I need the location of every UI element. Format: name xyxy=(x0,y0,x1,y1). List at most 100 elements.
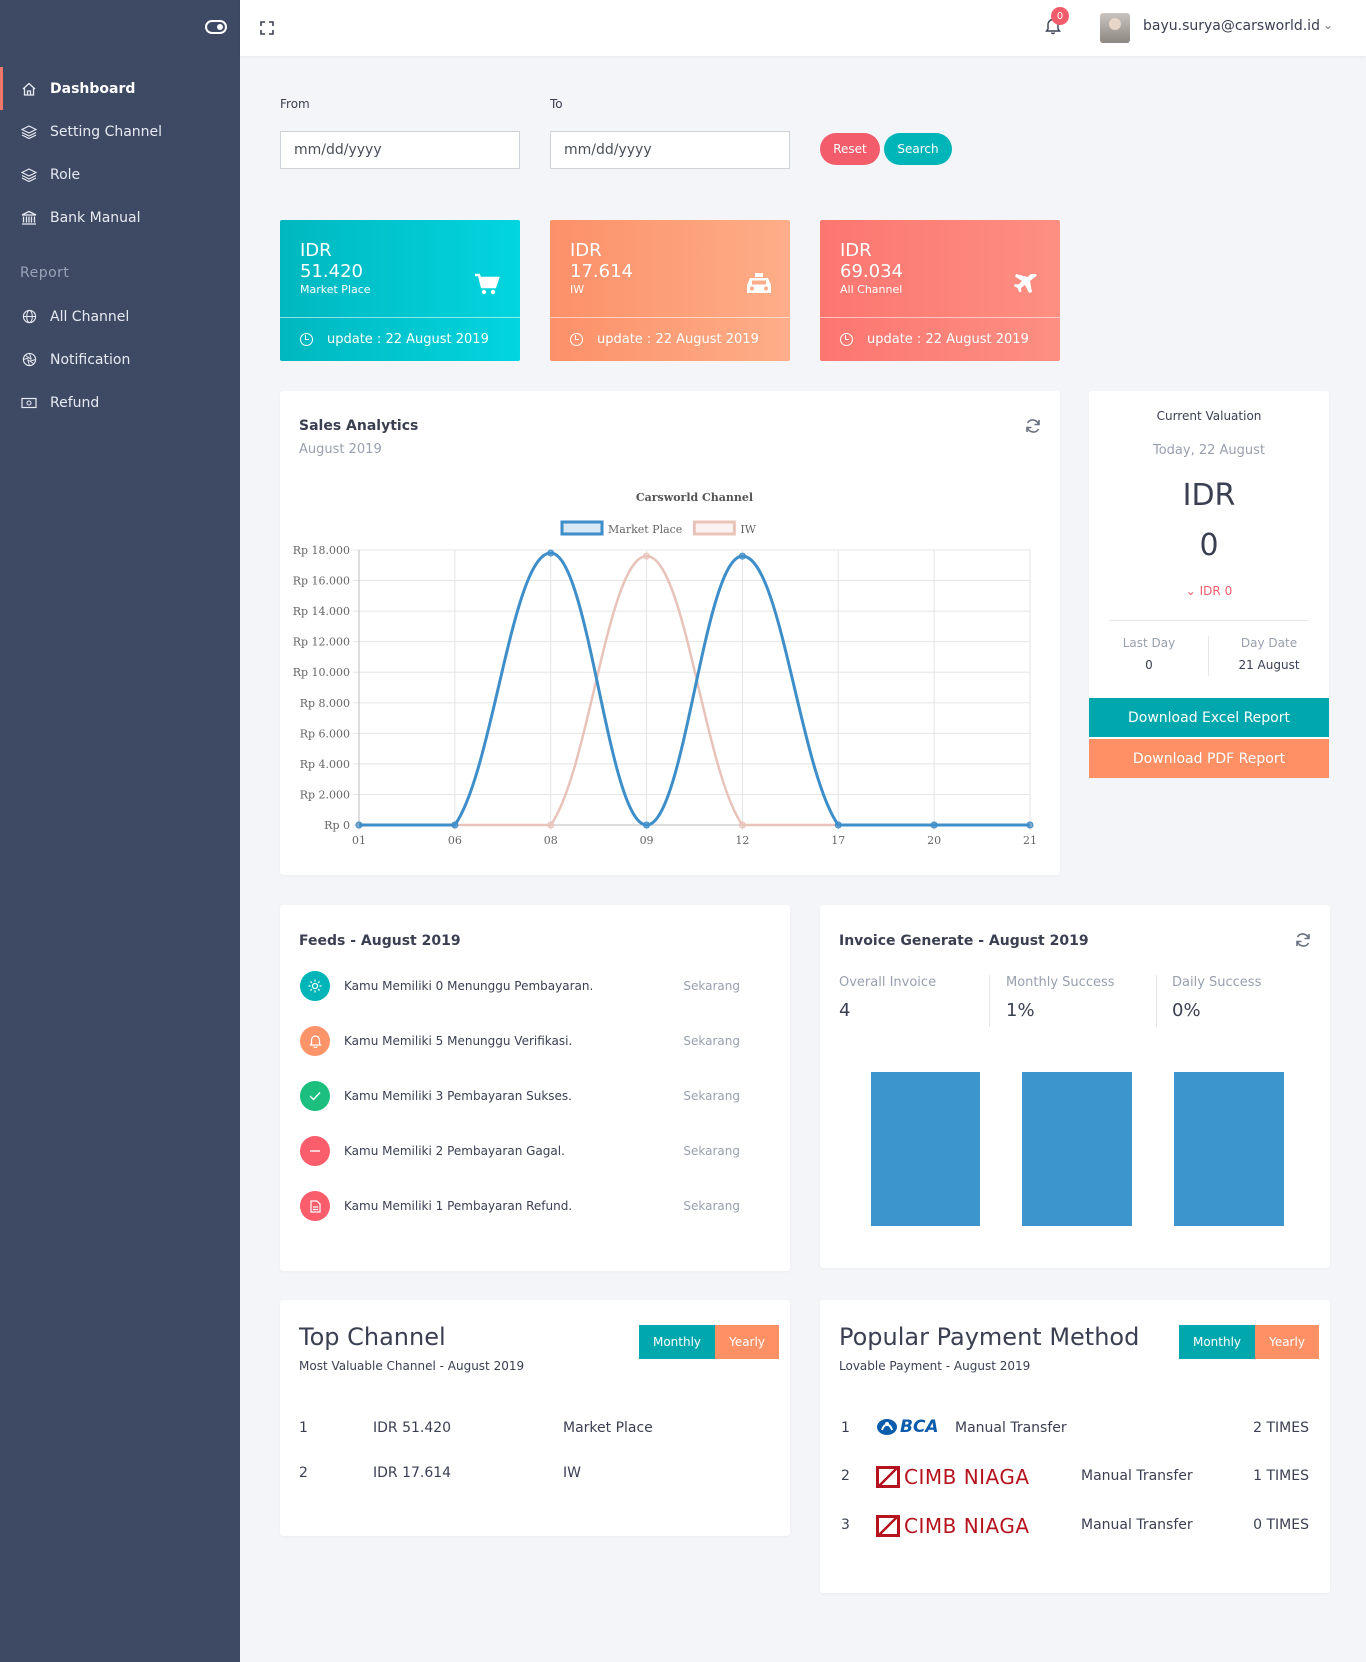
list-item[interactable]: Kamu Memiliki 0 Menunggu Pembayaran. Sek… xyxy=(300,971,740,1001)
y-tick-label: Rp 16.000 xyxy=(293,575,350,588)
bca-logo-text: BCA xyxy=(900,1417,939,1437)
valuation-date: Today, 22 August xyxy=(1152,443,1266,458)
sales-line-chart: Carsworld Channel Rp 0 Rp 2.000 Rp 4.000 Rp … xyxy=(293,491,1037,847)
feeds-title: Feeds - August 2019 xyxy=(299,933,461,949)
feed-text: Kamu Memiliki 3 Pembayaran Sukses. xyxy=(344,1089,572,1103)
sidebar-item-label: Notification xyxy=(50,351,131,368)
list-item[interactable]: Kamu Memiliki 2 Pembayaran Gagal. Sekara… xyxy=(300,1136,740,1166)
stat-footer: update : 22 August 2019 xyxy=(550,317,790,361)
notification-badge: 0 xyxy=(1051,7,1069,25)
cimb-logo-text: CIMB NIAGA xyxy=(904,1514,1030,1538)
bank-icon xyxy=(20,209,38,227)
stat-update: update : 22 August 2019 xyxy=(867,332,1029,347)
day-date-value: 21 August xyxy=(1238,658,1300,672)
table-row-count: 1 TIMES xyxy=(1253,1468,1309,1484)
stat-value: 69.034 xyxy=(840,261,903,282)
divider xyxy=(1156,975,1157,1027)
cimb-mark-icon xyxy=(876,1466,900,1488)
user-email[interactable]: bayu.surya@carsworld.id xyxy=(1143,18,1320,34)
data-point xyxy=(355,821,363,829)
refresh-icon[interactable] xyxy=(1025,418,1041,434)
stat-currency: IDR xyxy=(840,240,872,261)
avatar[interactable] xyxy=(1100,13,1130,43)
data-point xyxy=(738,552,746,560)
stat-footer: update : 22 August 2019 xyxy=(280,317,520,361)
check-icon xyxy=(300,1081,330,1111)
x-tick-label: 08 xyxy=(544,834,558,847)
x-tick-label: 20 xyxy=(927,834,941,847)
legend-label: IW xyxy=(740,523,756,536)
sidebar-item-label: Role xyxy=(50,166,81,183)
sidebar-item-refund[interactable]: Refund xyxy=(0,381,240,424)
sidebar-item-role[interactable]: Role xyxy=(0,153,240,196)
sidebar-item-label: Refund xyxy=(50,394,100,411)
bca-logo: BCA xyxy=(876,1417,939,1437)
x-tick-label: 21 xyxy=(1023,834,1037,847)
daily-success-value: 0% xyxy=(1172,1000,1201,1021)
overall-invoice-value: 4 xyxy=(839,1000,851,1021)
to-date-input[interactable]: mm/dd/yyyy xyxy=(550,131,790,169)
x-tick-label: 17 xyxy=(831,834,845,847)
cart-icon xyxy=(474,272,500,296)
data-point xyxy=(1026,821,1034,829)
download-excel-button[interactable]: Download Excel Report xyxy=(1089,698,1329,737)
valuation-card: Current Valuation Today, 22 August IDR 0… xyxy=(1089,391,1329,741)
table-row-channel: Market Place xyxy=(563,1420,653,1436)
chevron-down-icon[interactable]: ⌄ xyxy=(1323,18,1334,32)
list-item[interactable]: Kamu Memiliki 5 Menunggu Verifikasi. Sek… xyxy=(300,1026,740,1056)
feed-text: Kamu Memiliki 5 Menunggu Verifikasi. xyxy=(344,1034,573,1048)
table-row-method: Manual Transfer xyxy=(1081,1517,1193,1533)
feed-time: Sekarang xyxy=(683,1034,740,1048)
table-row-rank: 1 xyxy=(299,1420,308,1436)
monthly-success-label: Monthly Success xyxy=(1006,975,1115,990)
reset-button[interactable]: Reset xyxy=(820,133,880,165)
tab-monthly[interactable]: Monthly xyxy=(639,1325,715,1359)
sidebar-item-label: Dashboard xyxy=(50,80,136,97)
table-row-count: 0 TIMES xyxy=(1253,1517,1309,1533)
chevrons-down-icon: ⌄ xyxy=(1185,584,1200,598)
y-tick-label: Rp 0 xyxy=(324,819,350,832)
sidebar-item-bank-manual[interactable]: Bank Manual xyxy=(0,196,240,239)
day-date-label: Day Date xyxy=(1240,636,1298,650)
valuation-title: Current Valuation xyxy=(1156,409,1262,423)
x-tick-label: 12 xyxy=(735,834,749,847)
fullscreen-icon[interactable] xyxy=(260,20,274,35)
refresh-icon[interactable] xyxy=(1295,932,1311,948)
monthly-success-stat: Monthly Success 1% xyxy=(1006,975,1115,1027)
payment-subtitle: Lovable Payment - August 2019 xyxy=(839,1359,1031,1373)
valuation-amount: 0 xyxy=(1199,528,1219,563)
daily-success-label: Daily Success xyxy=(1172,975,1262,990)
sidebar-item-all-channel[interactable]: All Channel xyxy=(0,295,240,338)
sidebar-item-label: Bank Manual xyxy=(50,209,141,226)
cimb-logo-text: CIMB NIAGA xyxy=(904,1465,1030,1489)
feed-time: Sekarang xyxy=(683,1089,740,1103)
stat-name: IW xyxy=(570,283,585,296)
money-icon xyxy=(20,394,38,412)
stat-value: 51.420 xyxy=(300,261,363,282)
sidebar-item-notification[interactable]: Notification xyxy=(0,338,240,381)
payment-title: Popular Payment Method xyxy=(839,1323,1140,1351)
tab-monthly[interactable]: Monthly xyxy=(1179,1325,1255,1359)
tab-yearly[interactable]: Yearly xyxy=(715,1325,779,1359)
sidebar-toggle-icon[interactable] xyxy=(205,20,227,34)
search-button[interactable]: Search xyxy=(884,133,952,165)
table-row-amount: IDR 51.420 xyxy=(373,1420,452,1436)
download-pdf-button[interactable]: Download PDF Report xyxy=(1089,739,1329,778)
plane-icon xyxy=(1014,272,1040,296)
cimb-mark-icon xyxy=(876,1515,900,1537)
sidebar-item-setting-channel[interactable]: Setting Channel xyxy=(0,110,240,153)
clock-icon xyxy=(300,333,313,346)
sidebar-item-dashboard[interactable]: Dashboard xyxy=(0,67,240,110)
stat-currency: IDR xyxy=(300,240,332,261)
monthly-success-value: 1% xyxy=(1006,1000,1035,1021)
x-tick-label: 01 xyxy=(352,834,366,847)
list-item[interactable]: Kamu Memiliki 3 Pembayaran Sukses. Sekar… xyxy=(300,1081,740,1111)
taxi-icon xyxy=(744,272,771,296)
tab-yearly[interactable]: Yearly xyxy=(1255,1325,1319,1359)
last-day-value: 0 xyxy=(1145,658,1153,672)
data-point xyxy=(738,821,746,829)
y-tick-label: Rp 18.000 xyxy=(293,544,350,557)
list-item[interactable]: Kamu Memiliki 1 Pembayaran Refund. Sekar… xyxy=(300,1191,740,1221)
stat-update: update : 22 August 2019 xyxy=(327,332,489,347)
from-date-input[interactable]: mm/dd/yyyy xyxy=(280,131,520,169)
